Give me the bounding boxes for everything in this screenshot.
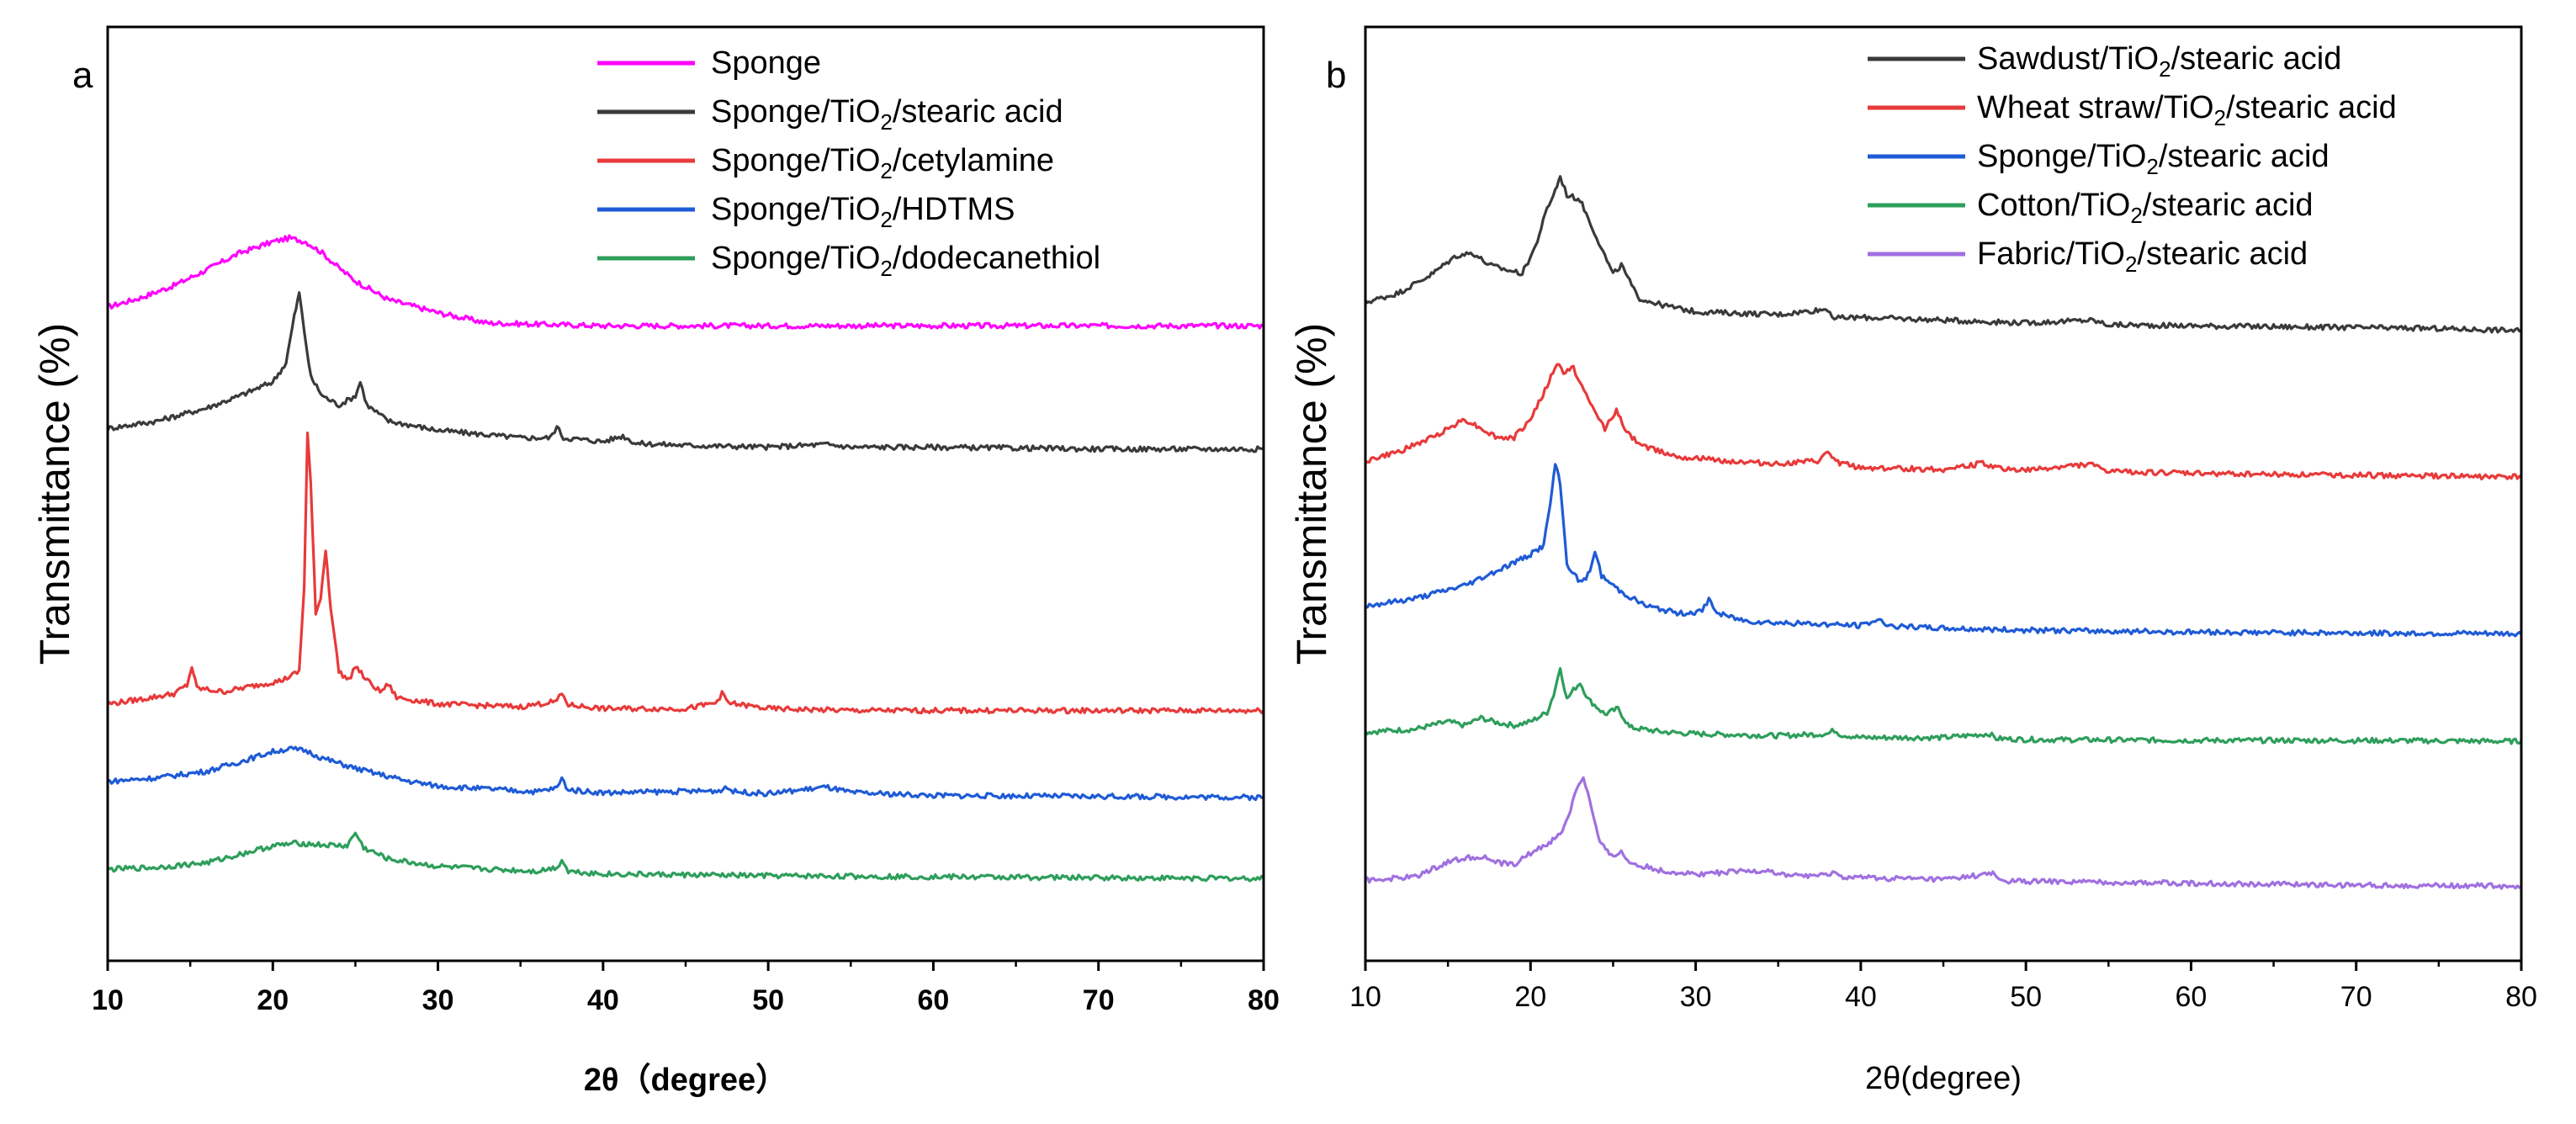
x-tick-label: 60 [2176, 981, 2208, 1013]
legend-label-5: Fabric/TiO2/stearic acid [1977, 236, 2308, 277]
legend-label-3: Sponge/TiO2/cetylamine [711, 143, 1054, 183]
x-tick-label: 50 [2010, 981, 2042, 1013]
x-tick-label: 70 [1083, 984, 1115, 1016]
panel-a-legend: Sponge Sponge/TiO2/stearic acid Sponge/TiO… [597, 45, 1100, 281]
legend-label-3: Sponge/TiO2/stearic acid [1977, 139, 2330, 179]
panel-b-legend: Sawdust/TiO2/stearic acid Wheat straw/TiO… [1868, 41, 2397, 277]
series-line-5 [1365, 776, 2522, 890]
x-tick-label: 40 [1845, 981, 1877, 1013]
panel-a-series [106, 234, 1265, 883]
panel-b-plot-frame [1364, 25, 2523, 962]
panel-b-x-ticks: 10 20 30 40 50 60 70 80 [1349, 961, 2537, 1013]
series-line-4 [1364, 666, 2523, 745]
x-tick-label: 80 [1248, 984, 1280, 1016]
legend-label-4: Cotton/TiO2/stearic acid [1977, 188, 2314, 228]
x-tick-label: 20 [257, 984, 289, 1016]
x-tick-label: 70 [2340, 981, 2372, 1013]
series-line-5 [107, 831, 1265, 883]
series-line-3 [106, 431, 1265, 715]
legend-label-5: Sponge/TiO2/dodecanethiol [711, 241, 1100, 281]
series-line-1 [1364, 175, 2522, 334]
series-line-2 [106, 291, 1264, 453]
panel-a-plot-frame [106, 25, 1265, 962]
x-tick-label: 10 [92, 984, 124, 1016]
x-tick-label: 40 [587, 984, 619, 1016]
series-line-4 [107, 745, 1264, 802]
panel-b-series [1364, 175, 2523, 890]
x-tick-label: 20 [1514, 981, 1546, 1013]
x-tick-label: 10 [1349, 981, 1381, 1013]
legend-label-2: Wheat straw/TiO2/stearic acid [1977, 90, 2397, 130]
panel-a-x-axis-label: 2θ（degree） [584, 1063, 787, 1098]
panel-a-x-ticks: 10 20 30 40 50 60 70 80 [92, 961, 1280, 1016]
panel-a-letter: a [72, 55, 93, 96]
panel-b-letter: b [1326, 55, 1346, 96]
series-line-3 [1365, 463, 2523, 638]
series-line-1 [107, 234, 1264, 330]
x-tick-label: 30 [1680, 981, 1712, 1013]
panel-a-chart: a 10 20 30 40 50 60 70 80 Transmittance (%) 2θ（… [31, 25, 1280, 1098]
x-tick-label: 50 [752, 984, 784, 1016]
legend-label-1: Sponge [711, 45, 821, 81]
panel-b-y-axis-label: Transmittance (%) [1288, 323, 1335, 665]
panel-a-y-axis-label: Transmittance (%) [31, 323, 78, 665]
x-tick-label: 30 [422, 984, 454, 1016]
legend-label-4: Sponge/TiO2/HDTMS [711, 192, 1015, 232]
x-tick-label: 80 [2505, 981, 2537, 1013]
panel-b-x-axis-label: 2θ(degree) [1865, 1061, 2022, 1096]
panel-b-chart: b 10 20 30 40 50 60 70 80 Transmittance (%) 2θ(… [1288, 25, 2537, 1096]
legend-label-2: Sponge/TiO2/stearic acid [711, 94, 1063, 135]
x-tick-label: 60 [918, 984, 950, 1016]
legend-label-1: Sawdust/TiO2/stearic acid [1977, 41, 2341, 82]
series-line-2 [1365, 363, 2522, 481]
